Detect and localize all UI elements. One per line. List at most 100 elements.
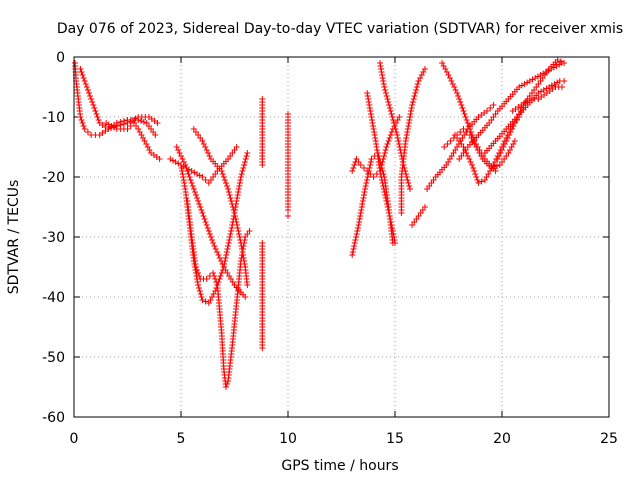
data-point [244,282,251,288]
data-point [389,114,396,120]
data-point [154,120,161,126]
data-point [554,57,561,63]
data-point [351,162,358,168]
data-point [77,66,84,72]
data-point [488,165,495,171]
data-point [490,102,497,108]
data-point [219,267,226,273]
data-point [454,90,461,96]
data-point [359,198,366,204]
data-point [202,177,209,183]
data-point [173,144,180,150]
data-point [508,126,515,132]
data-point [371,129,378,135]
data-point [127,123,134,129]
data-point [84,129,91,135]
data-point [383,144,390,150]
data-point [558,84,565,90]
data-point [518,82,525,89]
data-point [395,138,402,144]
y-tick-label: -30 [42,230,65,246]
data-point [105,126,112,132]
data-point [235,228,242,234]
data-point [384,201,391,207]
data-point [167,156,174,162]
data-point [496,153,503,159]
data-point [83,84,90,90]
series-track-08 [167,144,240,186]
data-point [188,180,195,186]
data-point [355,222,362,228]
data-point [202,144,209,150]
series-track-24 [509,84,565,114]
data-point [450,135,457,141]
data-point [78,117,85,123]
data-point [196,201,203,207]
data-point [124,126,131,132]
data-point [406,114,413,120]
data-point [460,108,467,114]
data-point [88,96,95,102]
data-point [403,135,410,141]
data-point [459,105,466,111]
data-point [377,63,384,69]
data-point [156,156,163,162]
data-point [225,243,232,249]
data-point [89,99,96,105]
data-point [492,168,499,174]
data-point [484,108,491,114]
data-point [457,99,464,105]
data-point [203,222,210,228]
data-point [388,222,395,228]
data-point [198,294,205,300]
data-point [244,150,251,156]
data-point [393,129,400,135]
data-point [214,249,221,255]
data-point [152,132,159,138]
data-point [390,234,397,240]
data-point [389,228,396,234]
data-point [195,285,202,291]
data-point [199,297,206,303]
data-point [507,129,514,135]
data-point [409,99,416,105]
data-point [194,267,201,273]
data-point [364,90,371,96]
data-point [225,189,232,195]
data-point [228,228,235,234]
y-tick-label: -20 [42,170,65,186]
data-point [550,64,557,71]
data-point [381,84,388,90]
data-point [404,126,411,132]
data-point [217,273,224,279]
data-point [353,234,360,240]
data-point [222,384,229,390]
series-track-01 [72,60,159,138]
data-point [360,195,367,201]
data-point [223,252,230,258]
data-point [411,93,418,99]
data-point [82,81,89,87]
data-point [387,108,394,114]
data-point [413,87,420,93]
data-point [140,119,147,125]
data-point [224,381,231,387]
data-point [227,195,234,201]
data-point [447,138,454,144]
data-point [444,141,451,147]
data-point [361,189,368,195]
data-point [180,177,187,183]
data-point [366,102,373,108]
data-point [219,171,226,177]
data-point [188,168,195,174]
data-point [378,66,385,72]
data-point [259,345,266,351]
data-point [194,171,201,177]
data-point [370,123,377,129]
data-point [553,63,560,69]
data-point [359,201,366,207]
data-point [176,150,183,156]
data-point [451,84,458,90]
data-point [455,93,462,99]
